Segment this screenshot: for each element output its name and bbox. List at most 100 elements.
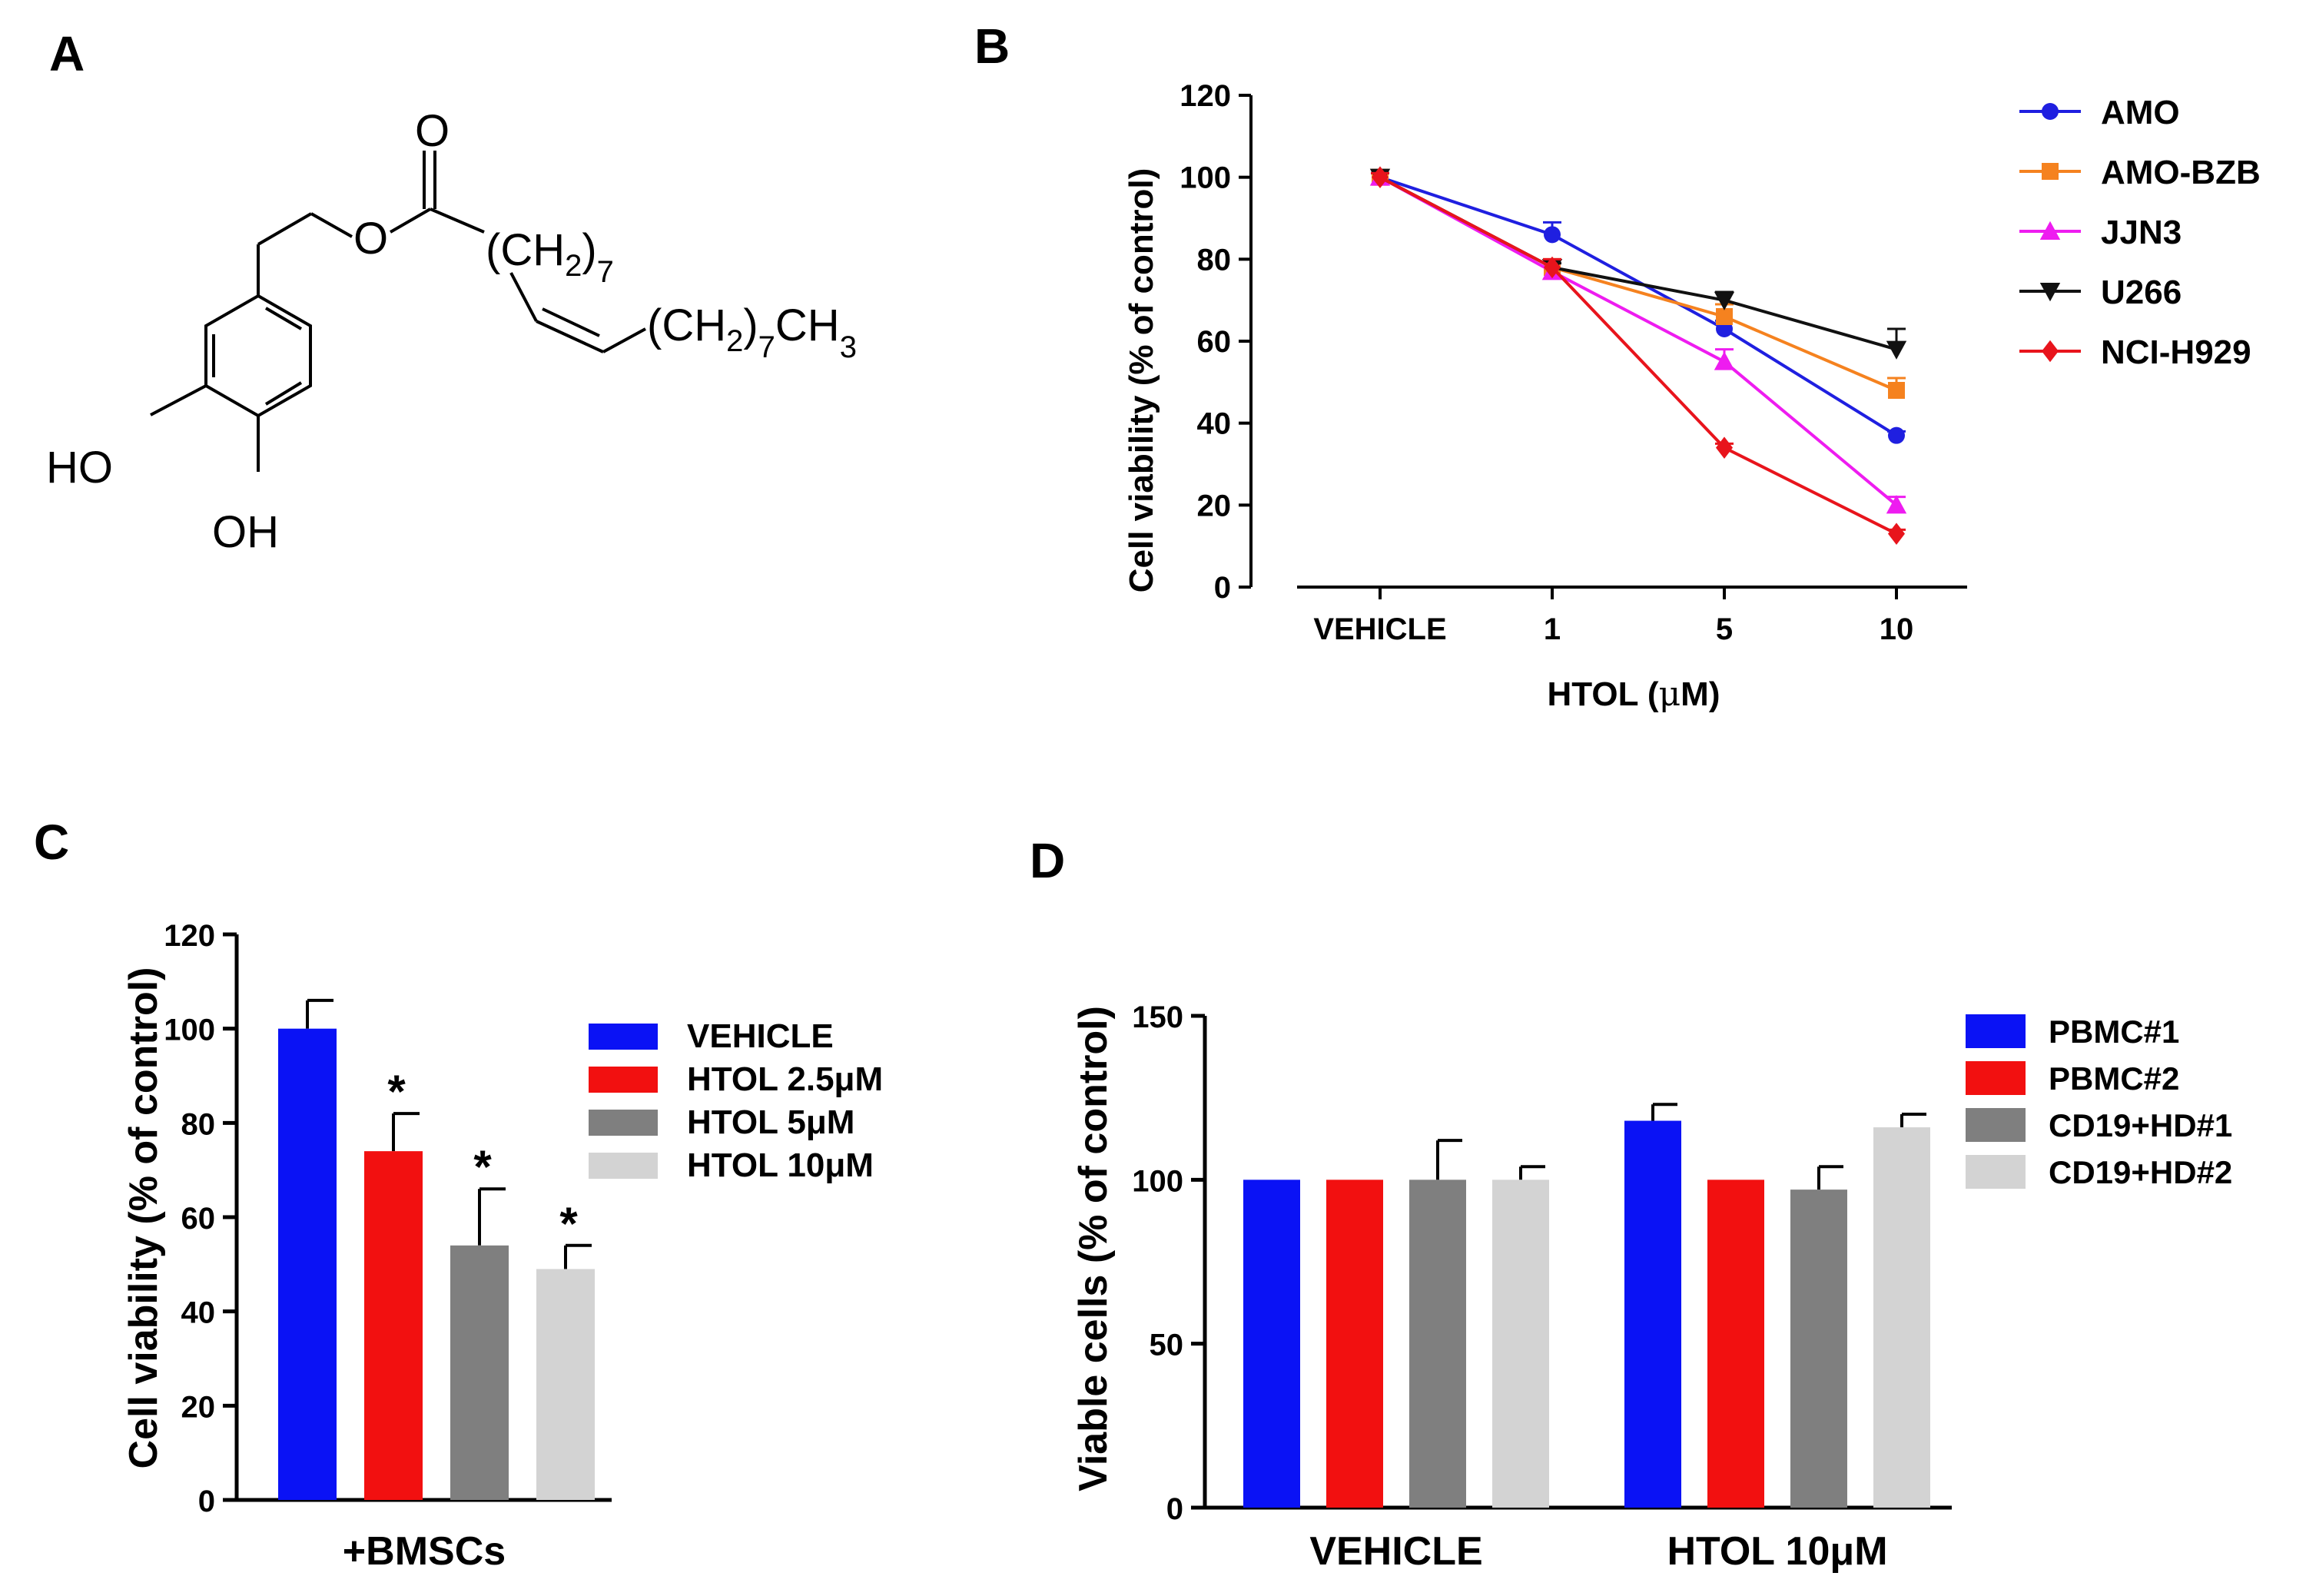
chart-b-y-axis-title: Cell viability (% of control)	[1123, 168, 1160, 593]
structure-labels: O O (CH2)7 (CH2)7CH3 HO OH	[46, 106, 857, 557]
chart-b-y-tick-label: 60	[1197, 325, 1232, 359]
data-point-nci-h929	[1544, 256, 1561, 279]
chart-b-y-tick-label: 100	[1180, 161, 1231, 195]
bar-htol-2-5-m	[364, 1151, 423, 1500]
series-line-jjn3	[1379, 175, 1898, 506]
chart-d-axes: 0 50 100 150 VEHICLE HTOL 10μM	[1132, 1000, 1952, 1574]
bar-vehicle	[278, 1028, 337, 1500]
chart-d-bars	[1243, 1103, 1930, 1508]
hydroxyl-label-2: OH	[212, 507, 279, 557]
chart-b-y-tick-label: 20	[1197, 489, 1232, 523]
chart-b-series	[1369, 166, 1907, 545]
legend-swatch-htol-10-m	[589, 1153, 658, 1179]
data-point-amo-bzb	[1888, 382, 1905, 399]
legend-label-htol-10-m: HTOL 10μM	[687, 1146, 874, 1184]
legend-label-pbmc-1: PBMC#1	[2049, 1014, 2179, 1050]
legend-swatch-pbmc-2	[1966, 1061, 2026, 1095]
legend-label-vehicle: VEHICLE	[687, 1017, 834, 1055]
chart-d: 0 50 100 150 VEHICLE HTOL 10μM Viable cells (…	[1071, 1000, 2232, 1574]
panel-label-b: B	[974, 18, 1010, 74]
legend-label-amo: AMO	[2101, 94, 2180, 131]
chart-d-y-tick-label: 100	[1132, 1164, 1183, 1198]
legend-marker-nci-h929	[2042, 340, 2059, 363]
carbonyl-oxygen: O	[415, 106, 450, 156]
legend-swatch-cd19-hd-2	[1966, 1155, 2026, 1189]
data-point-nci-h929	[1372, 166, 1389, 188]
ethyl-bond-2	[257, 212, 313, 246]
legend-label-cd19-hd-1: CD19+HD#1	[2049, 1107, 2232, 1143]
bar-pbmc-1	[1243, 1180, 1300, 1508]
benzene-ring	[204, 294, 312, 418]
bar-pbmc-2	[1326, 1180, 1383, 1508]
legend-marker-u266	[2039, 283, 2061, 302]
series-line-amo	[1379, 175, 1898, 437]
chart-b-axes: 0 20 40 60 80 100 120 VEHICLE 1 5 10	[1180, 79, 1967, 646]
acyl-bond	[430, 207, 485, 234]
ch2-group-2: (CH2)7CH3	[647, 300, 857, 364]
legend-label-htol-5-m: HTOL 5μM	[687, 1103, 854, 1141]
panel-label-a: A	[49, 26, 85, 81]
series-line-nci-h929	[1379, 175, 1897, 536]
chart-d-y-tick-label: 150	[1132, 1000, 1183, 1034]
chart-c-y-tick-label: 20	[181, 1390, 216, 1424]
data-point-nci-h929	[1716, 436, 1733, 459]
chart-c-bars: * * *	[278, 998, 595, 1500]
legend-marker-amo-bzb	[2042, 163, 2059, 180]
bar-cd19-hd-2	[1873, 1127, 1930, 1508]
chart-d-x-category-label: HTOL 10μM	[1667, 1529, 1887, 1574]
legend-swatch-pbmc-1	[1966, 1014, 2026, 1048]
ch2-group-1: (CH2)7	[486, 225, 614, 289]
legend-label-nci-h929: NCI-H929	[2101, 333, 2251, 371]
cis-double-bond-b	[542, 307, 600, 337]
bar-cd19-hd-2	[1492, 1180, 1549, 1508]
chart-b-x-tick-label: VEHICLE	[1313, 612, 1446, 646]
chart-d-legend: PBMC#1 PBMC#2 CD19+HD#1 CD19+HD#2	[1966, 1014, 2232, 1190]
legend-marker-amo	[2042, 103, 2059, 120]
bar-cd19-hd-1	[1790, 1190, 1847, 1508]
data-point-jjn3	[1714, 351, 1735, 370]
legend-label-htol-2-5-m: HTOL 2.5μM	[687, 1060, 883, 1098]
chart-c-y-tick-label: 120	[164, 919, 215, 953]
chart-c-legend: VEHICLE HTOL 2.5μM HTOL 5μM HTOL 10μM	[589, 1017, 883, 1184]
bar-pbmc-2	[1707, 1180, 1764, 1508]
chart-d-y-tick-label: 0	[1166, 1492, 1183, 1526]
chart-b-x-axis-title: HTOL (μM)	[1548, 675, 1720, 714]
chart-b-y-tick-label: 0	[1214, 571, 1231, 605]
ester-oxygen: O	[353, 214, 388, 264]
legend-swatch-vehicle	[589, 1024, 658, 1050]
legend-swatch-htol-5-m	[589, 1110, 658, 1136]
data-point-nci-h929	[1888, 523, 1905, 545]
legend-label-jjn3: JJN3	[2101, 214, 2182, 251]
significance-star-htol-2-5-m: *	[387, 1066, 406, 1117]
panel-label-c: C	[34, 815, 69, 870]
ring-double-bond-bottom	[264, 381, 303, 406]
chart-b-legend: AMO AMO-BZB JJN3 U266 NCI-H929	[2019, 94, 2261, 371]
significance-star-htol-10-m: *	[559, 1198, 578, 1249]
bar-htol-5-m	[450, 1245, 509, 1500]
hydroxyl-label-1: HO	[46, 443, 113, 493]
data-point-jjn3	[1886, 495, 1907, 514]
chain-bond	[509, 272, 538, 322]
chart-c: 0 20 40 60 80 100 120 +BMSCs * * * Cell viability…	[121, 919, 883, 1574]
chart-c-y-tick-label: 60	[181, 1202, 216, 1236]
ethyl-bond-3	[310, 212, 353, 238]
chart-c-y-tick-label: 0	[198, 1485, 215, 1518]
legend-label-amo-bzb: AMO-BZB	[2101, 154, 2261, 191]
bar-htol-10-m	[536, 1269, 595, 1500]
data-point-amo	[1888, 426, 1905, 444]
bar-pbmc-1	[1624, 1120, 1681, 1508]
legend-label-pbmc-2: PBMC#2	[2049, 1060, 2179, 1097]
chain-bond-2	[602, 327, 646, 353]
chart-c-y-tick-label: 80	[181, 1107, 216, 1141]
legend-marker-jjn3	[2039, 221, 2061, 240]
ring-double-bond-top	[264, 307, 303, 330]
chart-b-x-tick-label: 10	[1880, 612, 1914, 646]
panel-label-d: D	[1030, 833, 1065, 888]
chart-c-y-tick-label: 40	[181, 1296, 216, 1330]
ho-bond	[150, 384, 207, 416]
chemical-structure	[150, 151, 646, 472]
chart-b-x-tick-label: 1	[1544, 612, 1561, 646]
chart-b-x-tick-label: 5	[1716, 612, 1733, 646]
ester-bond	[390, 207, 431, 234]
